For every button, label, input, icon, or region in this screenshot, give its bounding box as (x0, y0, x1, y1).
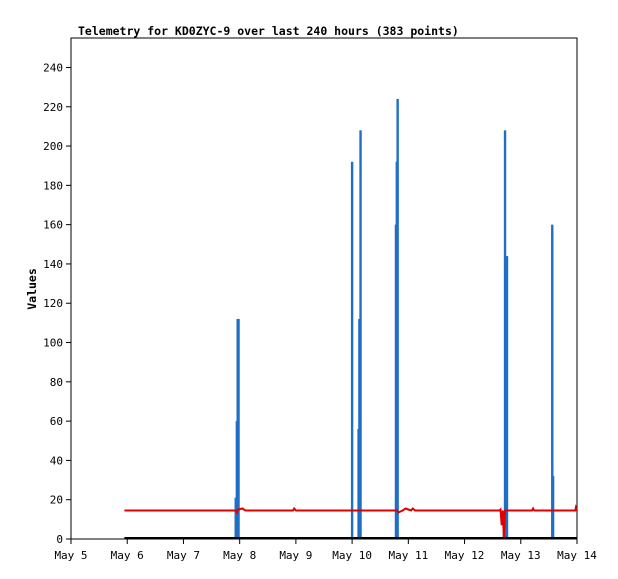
x-tick-label: May 9 (279, 549, 312, 562)
line-series (124, 504, 578, 540)
x-tick-label: May 10 (332, 549, 372, 562)
data-bar (551, 476, 555, 539)
data-bar (396, 98, 399, 539)
y-tick-label: 60 (50, 415, 63, 428)
y-tick-label: 20 (50, 494, 63, 507)
y-tick-label: 40 (50, 454, 63, 467)
y-tick-label: 220 (43, 101, 63, 114)
y-tick-label: 200 (43, 140, 63, 153)
y-tick-label: 0 (56, 533, 63, 546)
x-tick-label: May 13 (501, 549, 541, 562)
plot-frame (70, 37, 578, 540)
data-bar (237, 318, 240, 539)
y-tick-label: 80 (50, 376, 63, 389)
y-tick-label: 160 (43, 219, 63, 232)
y-tick-label: 120 (43, 297, 63, 310)
data-bar (359, 130, 362, 539)
x-tick-label: May 8 (223, 549, 256, 562)
y-axis-label: Values (25, 268, 39, 310)
y-tick-label: 100 (43, 337, 63, 350)
x-tick-label: May 14 (557, 549, 597, 562)
x-tick-label: May 12 (445, 549, 485, 562)
data-bar (350, 161, 354, 539)
x-tick-label: May 5 (54, 549, 87, 562)
y-axis: 0 20 40 60 80 100 120 140 160 180 200 220 240 (43, 61, 71, 546)
chart-title: Telemetry for KD0ZYC-9 over last 240 hou… (78, 24, 459, 38)
series-line (124, 504, 578, 540)
x-tick-label: May 6 (111, 549, 144, 562)
y-tick-label: 180 (43, 179, 63, 192)
y-tick-label: 240 (43, 61, 63, 74)
y-tick-label: 140 (43, 258, 63, 271)
x-axis: May 5 May 6 May 7 May 8 May 9 May 10 May 11 May… (54, 539, 597, 562)
data-bar (551, 224, 554, 539)
x-tick-label: May 7 (167, 549, 200, 562)
bar-series (234, 98, 555, 539)
data-bar (505, 256, 509, 539)
x-tick-label: May 11 (388, 549, 428, 562)
